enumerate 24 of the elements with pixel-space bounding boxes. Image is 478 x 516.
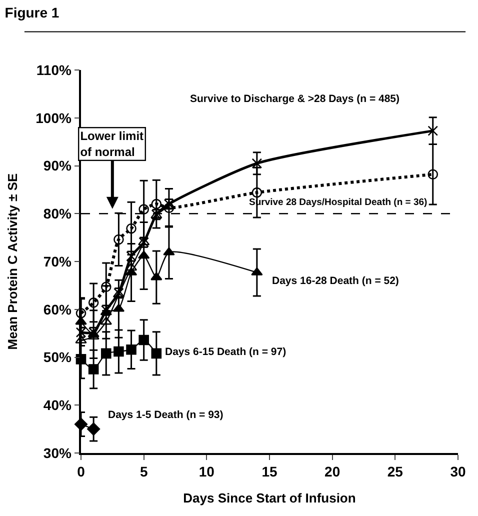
- ref-line-label: Lower limit of normal: [80, 129, 144, 159]
- x-tick-label: 15: [262, 464, 278, 480]
- chart-title: Figure 1: [4, 4, 60, 21]
- y-tick-label: 80%: [43, 206, 72, 222]
- text: Survive to Discharge & >28 Days (n = 485): [190, 93, 400, 105]
- x-tick-label: 30: [450, 464, 466, 480]
- series-label: Days 1-5 Death (n = 93): [108, 409, 224, 421]
- y-tick-label: 50%: [43, 349, 72, 366]
- y-tick-label: 40%: [43, 397, 72, 414]
- y-tick-label: 110%: [36, 62, 72, 78]
- y-axis-title: Mean Protein C Activity ± SE: [5, 172, 20, 350]
- x-tick-label: 10: [198, 464, 215, 480]
- x-tick-label: 20: [324, 464, 340, 480]
- series-label: Days 16-28 Death (n = 52): [272, 275, 399, 287]
- x-tick-label: 5: [140, 464, 148, 480]
- y-tick-label: 70%: [43, 253, 72, 270]
- y-tick-label: 30%: [43, 444, 72, 461]
- x-axis-title: Days Since Start of Infusion: [183, 490, 356, 506]
- y-tick-label: 60%: [43, 301, 72, 318]
- y-tick-label: 90%: [43, 158, 72, 174]
- y-tick-label: 100%: [36, 110, 72, 126]
- x-tick-label: 25: [387, 464, 404, 480]
- series-label: Days 6-15 Death (n = 97): [165, 346, 286, 358]
- x-tick-label: 0: [77, 464, 86, 480]
